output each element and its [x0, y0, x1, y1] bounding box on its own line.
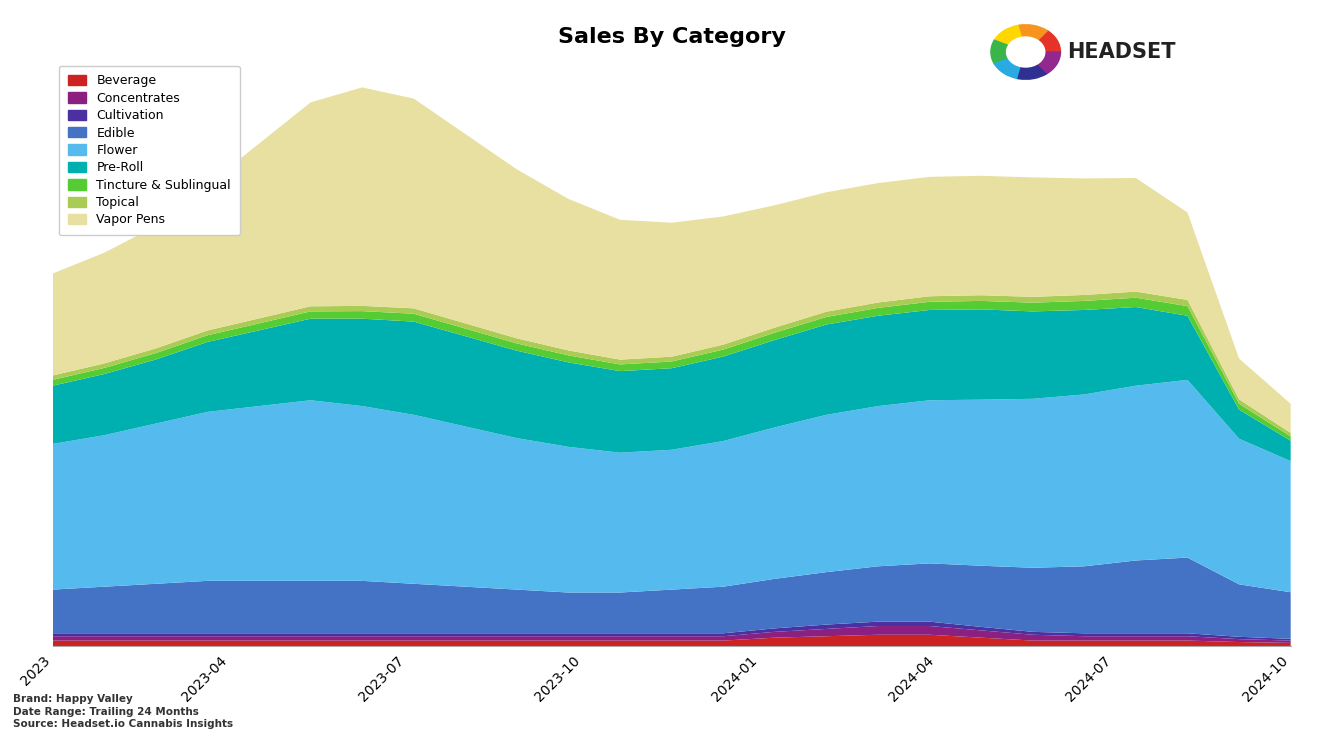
- Wedge shape: [990, 40, 1026, 64]
- Text: Brand: Happy Valley: Brand: Happy Valley: [13, 694, 133, 704]
- Text: HEADSET: HEADSET: [1067, 42, 1175, 62]
- Text: Source: Headset.io Cannabis Insights: Source: Headset.io Cannabis Insights: [13, 719, 233, 730]
- Wedge shape: [1018, 25, 1047, 52]
- Text: Date Range: Trailing 24 Months: Date Range: Trailing 24 Months: [13, 707, 199, 717]
- Wedge shape: [1026, 52, 1060, 74]
- Legend: Beverage, Concentrates, Cultivation, Edible, Flower, Pre-Roll, Tincture & Sublin: Beverage, Concentrates, Cultivation, Edi…: [59, 65, 240, 236]
- Title: Sales By Category: Sales By Category: [557, 27, 786, 47]
- Wedge shape: [994, 25, 1026, 52]
- Circle shape: [1006, 37, 1044, 67]
- Wedge shape: [1018, 52, 1047, 80]
- Wedge shape: [994, 52, 1026, 79]
- Wedge shape: [1026, 30, 1060, 52]
